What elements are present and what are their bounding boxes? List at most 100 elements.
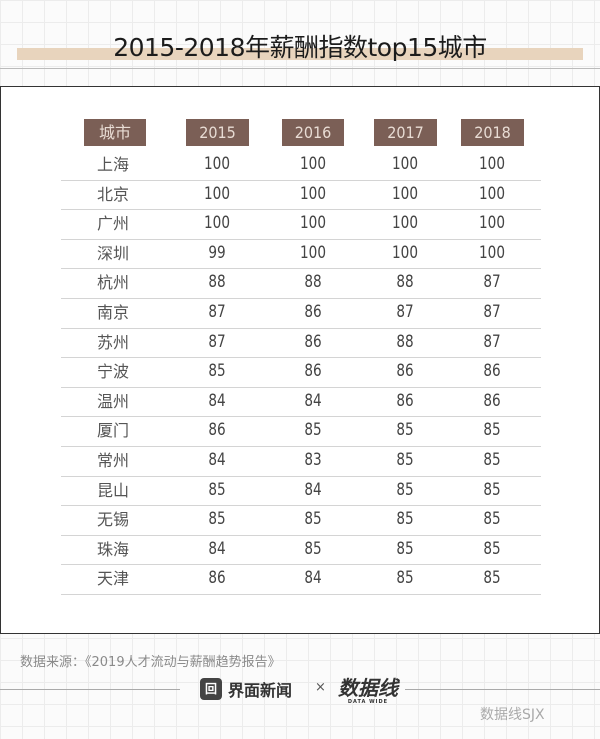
value-cell-2015: 87 (208, 331, 226, 352)
wechat-watermark: 数据线SJX (480, 707, 545, 723)
value-cell-2017: 85 (396, 568, 414, 589)
value-cell-2017: 88 (396, 272, 414, 293)
table-row: 南京 87 86 87 87 (61, 298, 541, 329)
value-cell-2016: 100 (300, 213, 326, 234)
header-2017: 2017 (374, 119, 437, 146)
city-cell: 珠海 (97, 539, 130, 559)
value-cell-2015: 85 (208, 479, 226, 500)
value-cell-2018: 100 (479, 154, 505, 174)
value-cell-2016: 83 (304, 450, 322, 470)
value-cell-2015: 84 (208, 390, 226, 411)
value-cell-2016: 100 (300, 183, 326, 204)
times-sign: × (315, 680, 326, 695)
city-cell: 无锡 (97, 510, 130, 530)
data-source: 数据来源：《2019人才流动与薪酬趋势报告》 (20, 655, 281, 670)
value-cell-2016: 86 (304, 302, 322, 322)
table-row: 天津 86 84 85 85 (61, 564, 541, 595)
value-cell-2017: 100 (392, 213, 418, 234)
table-row: 昆山 85 84 85 85 (61, 476, 541, 507)
table-panel: 城市 2015 2016 2017 2018 上海 100 100 100 100 北京 1… (0, 86, 600, 634)
value-cell-2017: 85 (396, 509, 414, 530)
value-cell-2017: 86 (396, 361, 414, 382)
jiemian-icon: 回 (200, 678, 222, 700)
city-cell: 天津 (97, 569, 130, 589)
value-cell-2016: 85 (304, 509, 322, 530)
value-cell-2018: 87 (483, 331, 501, 352)
city-cell: 上海 (97, 155, 130, 174)
value-cell-2017: 85 (396, 420, 414, 441)
city-cell: 昆山 (97, 480, 130, 500)
header-2015: 2015 (186, 119, 249, 146)
value-cell-2017: 100 (392, 154, 418, 174)
divider (0, 68, 600, 69)
value-cell-2018: 85 (483, 538, 501, 559)
city-cell: 南京 (97, 303, 130, 322)
value-cell-2018: 100 (479, 242, 505, 263)
jiemian-label: 界面新闻 (228, 681, 293, 700)
city-cell: 广州 (97, 214, 130, 234)
value-cell-2018: 85 (483, 568, 501, 589)
value-cell-2016: 86 (304, 361, 322, 382)
value-cell-2015: 88 (208, 272, 226, 293)
table-row: 宁波 85 86 86 86 (61, 357, 541, 388)
value-cell-2017: 85 (396, 479, 414, 500)
value-cell-2015: 99 (208, 242, 226, 263)
value-cell-2017: 100 (392, 183, 418, 204)
value-cell-2016: 85 (304, 420, 322, 441)
table-row: 珠海 84 85 85 85 (61, 535, 541, 566)
header-2016: 2016 (282, 119, 344, 146)
value-cell-2017: 100 (392, 242, 418, 263)
value-cell-2016: 84 (304, 479, 322, 500)
value-cell-2018: 100 (479, 183, 505, 204)
value-cell-2018: 85 (483, 509, 501, 530)
table-row: 上海 100 100 100 100 (61, 150, 541, 181)
divider (0, 689, 180, 690)
value-cell-2015: 86 (208, 420, 226, 441)
value-cell-2018: 86 (483, 390, 501, 411)
value-cell-2018: 87 (483, 302, 501, 322)
value-cell-2015: 100 (204, 213, 230, 234)
value-cell-2018: 86 (483, 361, 501, 382)
table-row: 杭州 88 88 88 87 (61, 268, 541, 299)
value-cell-2016: 100 (300, 154, 326, 174)
value-cell-2017: 85 (396, 450, 414, 470)
header-city: 城市 (84, 119, 146, 146)
jiemian-logo: 回 界面新闻 (200, 677, 292, 701)
city-cell: 厦门 (97, 421, 130, 441)
value-cell-2015: 85 (208, 509, 226, 530)
value-cell-2015: 87 (208, 302, 226, 322)
value-cell-2016: 100 (300, 242, 326, 263)
table-row: 无锡 85 85 85 85 (61, 505, 541, 536)
value-cell-2016: 86 (304, 331, 322, 352)
value-cell-2017: 85 (396, 538, 414, 559)
table-row: 广州 100 100 100 100 (61, 209, 541, 240)
value-cell-2016: 85 (304, 538, 322, 559)
value-cell-2015: 85 (208, 361, 226, 382)
table-row: 常州 84 83 85 85 (61, 446, 541, 477)
city-cell: 北京 (97, 184, 130, 204)
value-cell-2015: 100 (204, 183, 230, 204)
value-cell-2015: 84 (208, 450, 226, 470)
value-cell-2018: 87 (483, 272, 501, 293)
value-cell-2015: 100 (204, 154, 230, 174)
table-row: 温州 84 84 86 86 (61, 387, 541, 418)
page-title: 2015-2018年薪酬指数top15城市 (113, 33, 487, 62)
city-cell: 深圳 (97, 243, 130, 263)
value-cell-2018: 85 (483, 450, 501, 470)
header-2018: 2018 (461, 119, 524, 146)
datawide-label: 数据线 (338, 676, 398, 700)
value-cell-2016: 84 (304, 568, 322, 589)
value-cell-2017: 88 (396, 331, 414, 352)
divider (405, 689, 600, 690)
table-row: 苏州 87 86 88 87 (61, 328, 541, 359)
city-cell: 苏州 (97, 332, 130, 352)
table-row: 深圳 99 100 100 100 (61, 239, 541, 270)
value-cell-2016: 84 (304, 390, 322, 411)
city-cell: 宁波 (97, 362, 130, 382)
city-cell: 常州 (97, 451, 130, 470)
city-cell: 温州 (97, 391, 130, 411)
value-cell-2017: 87 (396, 302, 414, 322)
value-cell-2015: 84 (208, 538, 226, 559)
value-cell-2018: 85 (483, 420, 501, 441)
city-cell: 杭州 (97, 273, 130, 293)
